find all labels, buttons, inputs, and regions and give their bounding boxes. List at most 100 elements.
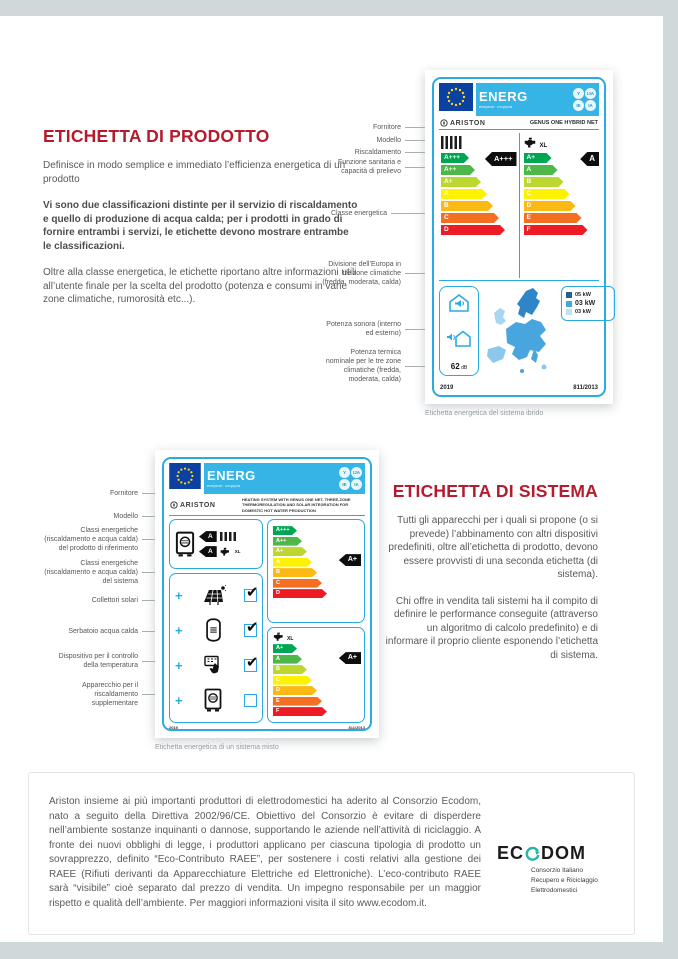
callout-potenza-termica: Potenza termica nominale per le tre zone… bbox=[325, 348, 425, 384]
legend-swatch bbox=[566, 300, 572, 307]
energy-label-mixed-system: ENERG енергия · ενεργεια Y IJA IE IA ARI… bbox=[155, 450, 379, 738]
page-margin-bottom bbox=[0, 942, 678, 959]
energy-class-A+: A+ bbox=[524, 153, 552, 163]
dhw-size-label: XL bbox=[539, 142, 548, 149]
radiator-icon bbox=[219, 532, 236, 542]
europe-map bbox=[482, 286, 558, 376]
energy-class-A++: A++ bbox=[273, 537, 302, 546]
radiator-icon bbox=[441, 136, 463, 149]
energy-label-hybrid: ENERG енергия · ενεργεια Y IJA IE IA ARI… bbox=[425, 70, 615, 404]
callout-modello: Modello bbox=[285, 136, 425, 145]
ariston-logo: ARISTON bbox=[170, 501, 216, 509]
hybrid-label-caption: Etichetta energetica del sistema ibrido bbox=[425, 410, 544, 417]
component-solar-collectors: + bbox=[175, 579, 259, 613]
energy-class-A: A bbox=[273, 558, 312, 567]
callout-zone-climatiche: Divisione dell’Europa in tre zone climat… bbox=[321, 260, 425, 287]
energ-language-badges: Y IJA IE IA bbox=[573, 88, 596, 111]
energ-wordmark: ENERG bbox=[207, 468, 256, 483]
energy-class-C: C bbox=[441, 213, 499, 223]
checkbox-solar-collectors bbox=[244, 583, 259, 603]
energ-badge: IA bbox=[585, 100, 596, 111]
brand-name: ARISTON bbox=[450, 119, 486, 127]
system-dhw-class-box: XL A+ A B C D E F A+ bbox=[267, 627, 365, 723]
energ-subtitle: енергия · ενεργεια bbox=[479, 104, 513, 109]
ecodom-logo-text: DOM bbox=[541, 843, 587, 863]
system-paragraph-2: Chi offre in vendita tali sistemi ha il … bbox=[385, 595, 598, 661]
label-regulation: 811/2013 bbox=[573, 385, 598, 391]
label-regulation: 811/2013 bbox=[348, 724, 365, 730]
ref-dhw-pointer: A bbox=[199, 546, 217, 558]
label-info-section: 62 dB 05 kW 03 kW 03 kW bbox=[439, 283, 615, 382]
callout-potenza-sonora: Potenza sonora (interno ed esterno) bbox=[325, 320, 425, 338]
label-border: ENERG енергия · ενεργεια Y IJA IE IA ARI… bbox=[162, 457, 372, 731]
solar-collector-icon bbox=[200, 584, 227, 607]
energy-class-B: B bbox=[441, 201, 493, 211]
plus-icon: + bbox=[175, 657, 183, 673]
ariston-mark-icon bbox=[440, 119, 448, 127]
heating-class-ladder: A+++ A++ A+ A B C D bbox=[441, 153, 515, 235]
energy-class-A: A bbox=[273, 655, 302, 664]
kw-legend-row: 03 kW bbox=[566, 300, 610, 307]
sound-level-value: 62 dB bbox=[450, 362, 468, 371]
energy-class-D: D bbox=[273, 686, 317, 695]
energ-banner: ENERG енергия · ενεργεια Y IJA IE IA bbox=[204, 463, 365, 494]
reference-dhw-class: A XL bbox=[199, 546, 240, 558]
callout-collettori-solari: Collettori solari bbox=[35, 596, 155, 605]
product-label-section: ETICHETTA DI PRODOTTO Definisce in modo … bbox=[43, 126, 358, 320]
callout-riscaldamento: Riscaldamento bbox=[285, 148, 425, 157]
energy-class-A+++: A+++ bbox=[273, 526, 297, 535]
system-heating-pointer: A+ bbox=[338, 554, 361, 567]
energy-class-F: F bbox=[524, 225, 588, 235]
energy-class-C: C bbox=[273, 579, 322, 588]
energ-wordmark: ENERG bbox=[479, 89, 528, 104]
system-components-box: + + bbox=[169, 573, 263, 723]
energy-class-C: C bbox=[524, 189, 570, 199]
energy-class-D: D bbox=[524, 201, 576, 211]
energ-badge: Y bbox=[339, 467, 350, 478]
energy-class-B: B bbox=[273, 665, 307, 674]
dhw-class-ladder: A+ A B C D E F bbox=[524, 153, 598, 235]
energ-badge: IA bbox=[351, 479, 362, 490]
legend-swatch bbox=[566, 292, 572, 298]
dhw-class-column: XL A A+ A B C D E F bbox=[522, 133, 599, 278]
sound-power-box: 62 dB bbox=[439, 286, 479, 376]
label-body: A A XL + bbox=[169, 516, 365, 723]
callout-fornitore: Fornitore bbox=[285, 123, 425, 132]
ecodom-paragraph: Ariston insieme ai più importanti produt… bbox=[49, 796, 481, 909]
system-section-title: ETICHETTA DI SISTEMA bbox=[392, 481, 598, 501]
callout-apparecchio-supplementare: Apparecchio per il riscaldamento supplem… bbox=[59, 681, 155, 708]
tap-icon: XL bbox=[524, 137, 548, 149]
eu-flag-icon bbox=[169, 463, 201, 494]
page-margin-top bbox=[0, 0, 678, 16]
label-header: ENERG енергия · ενεργεια Y IJA IE IA bbox=[439, 83, 599, 116]
energy-class-A++: A++ bbox=[441, 165, 475, 175]
legend-swatch bbox=[566, 309, 572, 315]
label-year: 2019 bbox=[440, 385, 454, 391]
ref-heat-pointer: A bbox=[199, 531, 217, 543]
component-temperature-control: + bbox=[175, 648, 259, 682]
reference-heating-class: A bbox=[199, 531, 240, 543]
callout-modello: Modello bbox=[35, 512, 155, 521]
heating-class-pointer: A+++ bbox=[484, 152, 517, 166]
energy-class-D: D bbox=[273, 589, 327, 598]
reference-product-box: A A XL bbox=[169, 519, 263, 570]
supplementary-heater-icon bbox=[200, 688, 226, 712]
system-paragraph-1: Tutti gli apparecchi per i quali si prop… bbox=[388, 515, 598, 580]
kw-legend-row: 03 kW bbox=[566, 309, 610, 315]
energy-class-D: D bbox=[441, 225, 505, 235]
system-dhw-ladder: A+ A B C D E F bbox=[273, 644, 359, 716]
energy-class-C: C bbox=[273, 676, 312, 685]
label-header: ENERG енергия · ενεργεια Y IJA IE IA bbox=[169, 463, 365, 494]
energ-badge: Y bbox=[573, 88, 584, 99]
ariston-logo: ARISTON bbox=[440, 119, 486, 127]
product-paragraph-2: Vi sono due classificazioni distinte per… bbox=[43, 200, 358, 252]
model-name: GENUS ONE HYBRID NET bbox=[529, 120, 598, 126]
label-footer: 2019 811/2013 bbox=[169, 723, 365, 730]
outdoor-sound-icon bbox=[447, 329, 471, 347]
energy-class-A+++: A+++ bbox=[441, 153, 469, 163]
plus-icon: + bbox=[175, 692, 183, 708]
energy-class-F: F bbox=[273, 707, 327, 716]
column-divider bbox=[518, 133, 520, 278]
brand-name: ARISTON bbox=[180, 501, 216, 509]
